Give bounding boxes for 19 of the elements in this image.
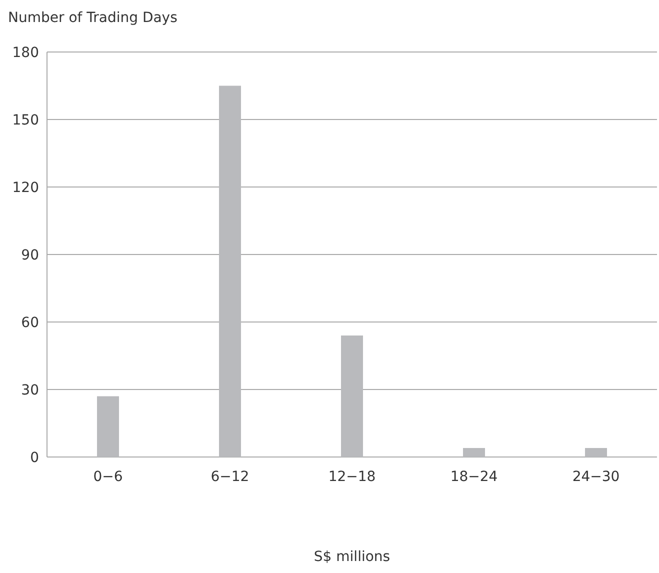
y-tick-label: 0 [30, 450, 39, 466]
x-tick-label: 0−6 [93, 468, 123, 485]
x-tick-label: 6−12 [210, 468, 250, 485]
bar [219, 86, 241, 457]
bar [341, 336, 363, 457]
y-tick-label: 90 [21, 247, 39, 264]
x-tick-label: 24−30 [572, 468, 620, 485]
y-tick-label: 180 [12, 44, 39, 61]
bar [463, 448, 485, 457]
y-axis-title: Number of Trading Days [8, 10, 178, 26]
x-tick-label: 18−24 [450, 468, 498, 485]
bar [97, 396, 119, 457]
y-tick-label: 30 [21, 382, 39, 398]
x-tick-label: 12−18 [328, 468, 376, 485]
x-axis-title: S$ millions [314, 549, 390, 565]
y-tick-label: 150 [12, 112, 39, 128]
y-tick-label: 60 [21, 314, 39, 331]
bar [585, 448, 607, 457]
y-tick-label: 120 [12, 180, 39, 196]
